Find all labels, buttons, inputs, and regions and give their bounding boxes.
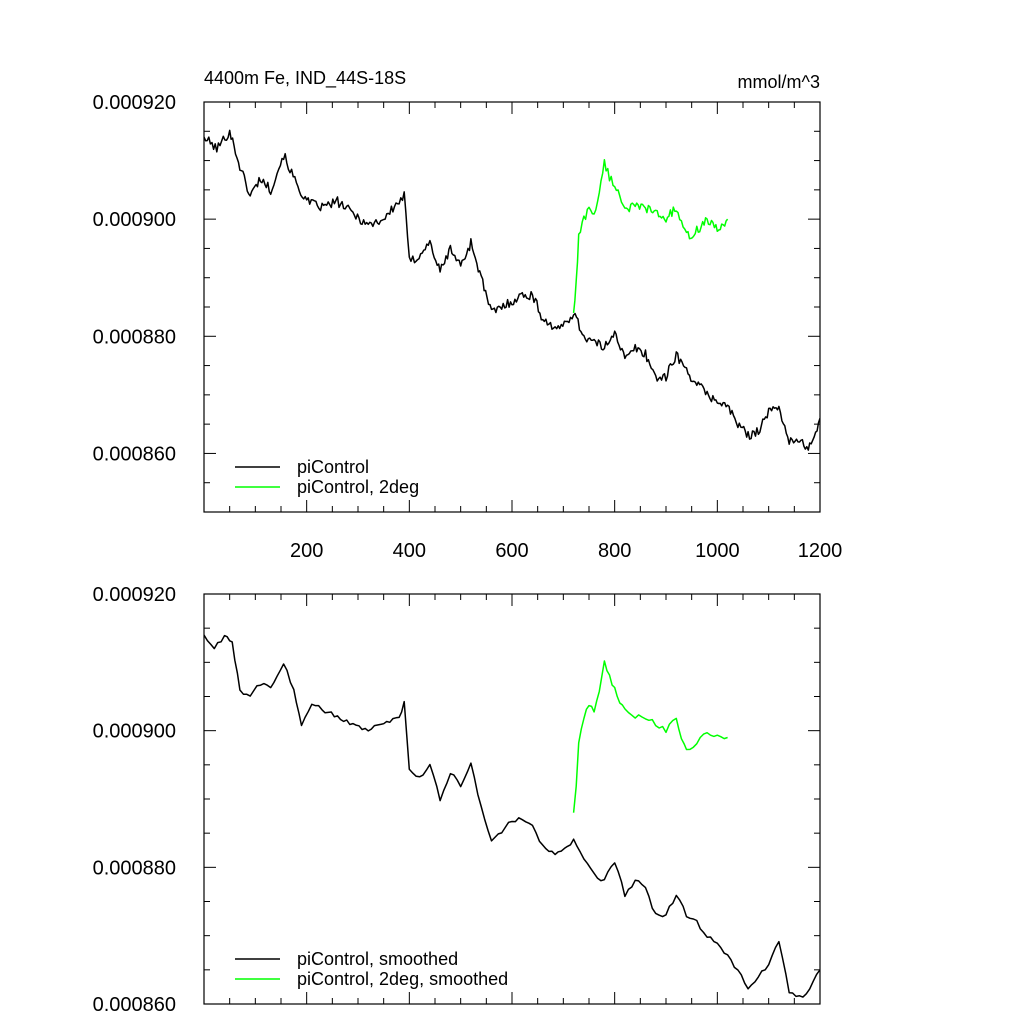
y-tick-label: 0.000880	[93, 857, 176, 879]
y-tick-label: 0.000920	[93, 584, 176, 606]
y-tick-label: 0.000920	[93, 92, 176, 114]
bottom-panel-lines	[204, 634, 820, 998]
bottom-panel-ticks	[203, 593, 821, 1005]
series-line-picontrol-2deg-smoothed	[572, 660, 728, 813]
top-panel: 0.000920 0.000900 0.000880 0.000860 200 400 6…	[93, 92, 843, 562]
series-line-picontrol-2deg	[572, 158, 729, 313]
x-tick-label: 1200	[798, 540, 843, 562]
legend-label: piControl, 2deg, smoothed	[297, 969, 508, 989]
top-panel-lines	[204, 129, 820, 451]
legend-label: piControl	[297, 457, 369, 477]
x-tick-label: 200	[290, 540, 323, 562]
legend-label: piControl, smoothed	[297, 949, 458, 969]
top-panel-y-tick-labels: 0.000920 0.000900 0.000880 0.000860	[93, 92, 176, 465]
top-panel-x-tick-labels: 200 400 600 800 1000 1200	[290, 540, 842, 562]
y-tick-label: 0.000860	[93, 443, 176, 465]
panel-title: 4400m Fe, IND_44S-18S	[204, 68, 406, 89]
y-tick-label: 0.000860	[93, 994, 176, 1016]
y-tick-label: 0.000900	[93, 721, 176, 743]
series-line-picontrol-smoothed	[204, 634, 820, 998]
legend-label: piControl, 2deg	[297, 477, 419, 497]
x-tick-label: 600	[495, 540, 528, 562]
bottom-panel-y-tick-labels: 0.000920 0.000900 0.000880 0.000860	[93, 584, 176, 1016]
units-label: mmol/m^3	[738, 72, 820, 92]
bottom-panel-frame	[203, 593, 821, 1005]
y-tick-label: 0.000880	[93, 326, 176, 348]
top-panel-frame	[203, 101, 821, 513]
x-tick-label: 800	[598, 540, 631, 562]
series-line-picontrol	[204, 129, 820, 451]
bottom-panel: 0.000920 0.000900 0.000880 0.000860 piContr…	[93, 584, 821, 1016]
x-tick-label: 400	[393, 540, 426, 562]
y-tick-label: 0.000900	[93, 209, 176, 231]
x-tick-label: 1000	[695, 540, 740, 562]
